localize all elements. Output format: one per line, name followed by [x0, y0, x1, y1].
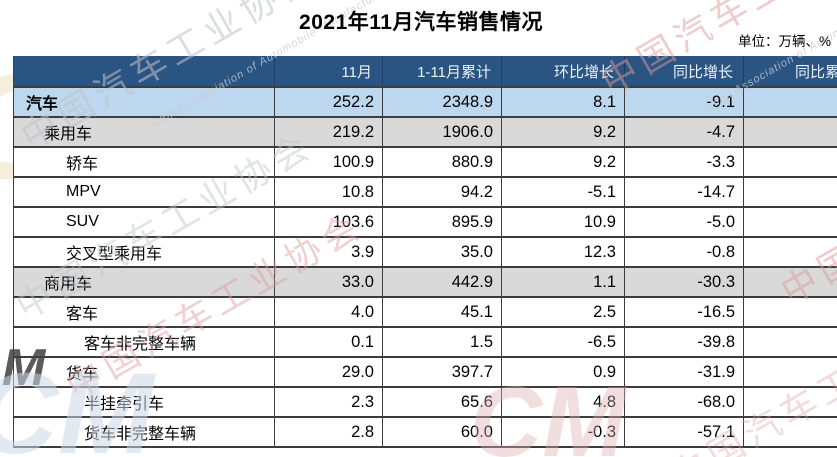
data-cell: 1.5 [382, 326, 502, 357]
data-cell: 103.6 [274, 206, 383, 237]
data-cell: 2.3 [274, 386, 383, 417]
data-cell: 100.9 [274, 146, 383, 177]
column-header-label [13, 56, 275, 87]
data-cell: 442.9 [382, 266, 502, 297]
data-cell: 880.9 [382, 146, 502, 177]
data-cell: 252.2 [274, 86, 383, 117]
row-label: 商用车 [13, 266, 275, 297]
data-cell: -5.3 [743, 266, 837, 297]
row-label: 汽车 [13, 86, 275, 117]
data-cell: 3.9 [274, 236, 383, 267]
data-cell: 895.9 [382, 206, 502, 237]
data-cell: 9.2 [501, 146, 625, 177]
page-title: 2021年11月汽车销售情况 [299, 11, 543, 34]
data-cell: 2.5 [501, 296, 625, 327]
data-cell: 60.0 [382, 416, 502, 447]
row-label: 半挂牵引车 [13, 386, 275, 417]
data-cell: 2348.9 [382, 86, 502, 117]
data-cell: 3.4 [743, 176, 837, 207]
unit-note: 单位：万辆、% [737, 34, 831, 49]
column-header: 同比累计增长 [743, 56, 837, 87]
row-label: 客车非完整车辆 [13, 326, 275, 357]
data-cell: 4.5 [743, 86, 837, 117]
column-header: 环比增长 [501, 56, 625, 87]
data-cell: 16.9 [743, 296, 837, 327]
data-cell: 65.6 [382, 386, 502, 417]
data-cell: 33.0 [274, 266, 383, 297]
data-cell: 0.1 [274, 326, 383, 357]
data-cell: 94.2 [382, 176, 502, 207]
column-header: 同比增长 [624, 56, 744, 87]
data-cell: -5.1 [501, 176, 625, 207]
data-cell: -7.3 [743, 356, 837, 387]
data-cell: 2.8 [274, 416, 383, 447]
data-cell: -9.1 [624, 86, 744, 117]
row-label: 乘用车 [13, 116, 275, 147]
data-cell: -16.5 [624, 296, 744, 327]
table-row: 客车4.045.12.5-16.516.9 [13, 296, 837, 327]
data-cell: -6.5 [501, 326, 625, 357]
data-cell: 4.0 [274, 296, 383, 327]
data-cell: 45.1 [382, 296, 502, 327]
table-body: 汽车252.22348.98.1-9.14.5乘用车219.21906.09.2… [13, 86, 837, 447]
data-cell: 1.1 [501, 266, 625, 297]
row-label: 货车 [13, 356, 275, 387]
data-cell: 7.1 [743, 146, 837, 177]
data-cell: 9.2 [501, 116, 625, 147]
data-cell: 10.9 [501, 206, 625, 237]
column-header: 1-11月累计 [382, 56, 502, 87]
data-cell: -4.7 [624, 116, 744, 147]
data-cell: -30.3 [624, 266, 744, 297]
row-label: 货车非完整车辆 [13, 416, 275, 447]
data-cell: -8.9 [743, 416, 837, 447]
data-cell: -3.3 [624, 146, 744, 177]
data-cell: 1906.0 [382, 116, 502, 147]
data-cell: -0.3 [501, 416, 625, 447]
data-cell: 12.3 [501, 236, 625, 267]
data-cell: 29.0 [274, 356, 383, 387]
row-label: SUV [13, 206, 275, 237]
data-cell: 7.6 [743, 206, 837, 237]
data-cell: -14.7 [624, 176, 744, 207]
data-cell: 8.1 [501, 86, 625, 117]
data-cell: 397.7 [382, 356, 502, 387]
data-cell: -0.8 [624, 236, 744, 267]
data-cell: 10.8 [274, 176, 383, 207]
row-label: 客车 [13, 296, 275, 327]
data-cell: 7.1 [743, 116, 837, 147]
column-header: 11月 [274, 56, 383, 87]
data-cell: -5.0 [624, 206, 744, 237]
data-cell: 0.9 [501, 356, 625, 387]
data-cell: 219.2 [274, 116, 383, 147]
row-label: 轿车 [13, 146, 275, 177]
data-cell: -31.9 [624, 356, 744, 387]
data-cell: 35.0 [382, 236, 502, 267]
data-cell: 2.6 [743, 236, 837, 267]
row-label: 交叉型乘用车 [13, 236, 275, 267]
data-cell: -57.1 [624, 416, 744, 447]
row-label: MPV [13, 176, 275, 207]
data-cell: -39.8 [624, 326, 744, 357]
data-cell: 4.8 [501, 386, 625, 417]
data-cell: -16.3 [743, 386, 837, 417]
data-cell: -8.7 [743, 326, 837, 357]
data-cell: -68.0 [624, 386, 744, 417]
